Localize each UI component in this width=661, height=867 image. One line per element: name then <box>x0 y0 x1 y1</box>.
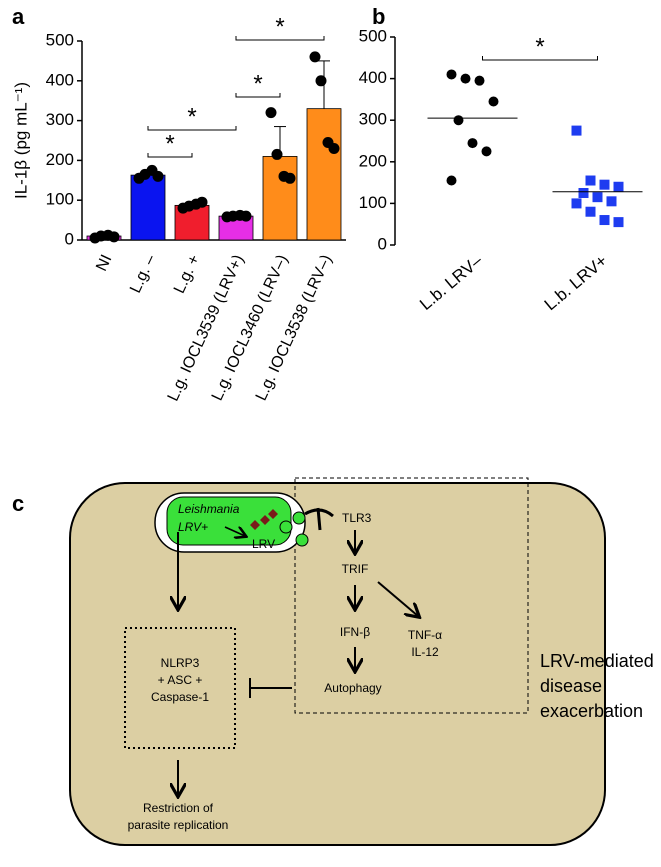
significance-bracket <box>147 153 193 158</box>
data-point <box>265 107 277 119</box>
y-tick-label: 0 <box>378 234 387 253</box>
data-point <box>585 206 596 217</box>
lrv-label: LRV <box>252 537 275 551</box>
data-point <box>460 73 471 84</box>
y-tick-label: 200 <box>46 150 74 169</box>
data-point <box>196 196 208 208</box>
data-point <box>474 75 485 86</box>
x-tick-label: L.b. LRV– <box>416 251 486 314</box>
data-point <box>481 146 492 157</box>
bar <box>130 174 166 241</box>
y-tick-label: 200 <box>359 151 387 170</box>
cytokine-label: TNF-α <box>408 628 442 642</box>
parasite-label: Leishmania <box>178 502 240 516</box>
data-point <box>599 215 610 226</box>
data-point <box>571 125 582 136</box>
data-point <box>284 172 296 184</box>
data-point <box>315 75 327 87</box>
data-point <box>571 198 582 209</box>
parasite-label: LRV+ <box>178 520 208 534</box>
bar <box>306 108 342 241</box>
y-tick-label: 100 <box>359 193 387 212</box>
data-point <box>467 138 478 149</box>
data-point <box>446 175 457 186</box>
lrv-vesicles <box>279 511 309 547</box>
diagram: Leishmania LRV+ LRV TLR3 TRIF IFN-β TNF-… <box>69 477 654 846</box>
y-tick-label: 500 <box>46 30 74 49</box>
data-point <box>592 192 603 203</box>
significance-bracket <box>235 36 325 41</box>
x-tick-label: L.b. LRV+ <box>541 251 611 314</box>
data-point <box>585 175 596 186</box>
panel-label: c <box>12 491 24 516</box>
data-point <box>240 210 252 222</box>
bar <box>262 156 298 241</box>
y-tick-label: 0 <box>65 229 74 248</box>
data-point <box>328 142 340 154</box>
cytokine-label: IL-12 <box>411 645 439 659</box>
outcome-label: Restriction of <box>143 801 214 815</box>
data-point <box>606 196 617 207</box>
side-note: LRV-mediated <box>540 651 654 671</box>
tlr3-label: TLR3 <box>342 511 372 525</box>
inflammasome-box <box>124 627 236 749</box>
y-tick-label: 500 <box>359 26 387 45</box>
significance-mark: * <box>187 103 196 130</box>
y-tick-label: 400 <box>46 70 74 89</box>
significance-mark: * <box>165 130 174 157</box>
data-point <box>613 217 624 228</box>
panel-label: b <box>372 4 385 29</box>
significance-mark: * <box>253 70 262 97</box>
data-point <box>613 181 624 192</box>
dashed-box <box>294 477 529 714</box>
lrv-particles <box>250 509 278 530</box>
panel-label: a <box>12 4 25 29</box>
y-tick-label: 100 <box>46 190 74 209</box>
data-point <box>108 231 120 243</box>
autophagy-label: Autophagy <box>324 681 381 695</box>
x-tick-label: L.g. + <box>171 252 204 296</box>
y-axis-label: IL-1β (pg mL⁻¹) <box>11 82 30 199</box>
ifnb-label: IFN-β <box>340 625 370 639</box>
data-point <box>446 69 457 80</box>
inflammasome-label: NLRP3 <box>161 656 200 670</box>
significance-bracket <box>235 93 281 98</box>
data-point <box>152 170 164 182</box>
significance-mark: * <box>275 13 284 40</box>
significance-mark: * <box>535 33 544 60</box>
data-point <box>488 96 499 107</box>
inflammasome-label: + ASC + <box>158 673 203 687</box>
y-tick-label: 300 <box>359 110 387 129</box>
y-tick-label: 400 <box>359 68 387 87</box>
data-point <box>453 115 464 126</box>
significance-bracket <box>147 126 237 131</box>
data-point <box>309 51 321 63</box>
inflammasome-label: Caspase-1 <box>151 690 209 704</box>
x-tick-label: NI <box>93 252 115 274</box>
inhibition <box>249 678 292 698</box>
parasite <box>166 496 292 546</box>
side-note: exacerbation <box>540 701 643 721</box>
data-point <box>271 148 283 160</box>
y-tick-label: 300 <box>46 110 74 129</box>
trif-label: TRIF <box>342 562 369 576</box>
cell <box>69 482 606 846</box>
significance-bracket <box>482 56 598 61</box>
outcome-label: parasite replication <box>128 818 229 832</box>
side-note: disease <box>540 676 602 696</box>
x-tick-label: L.g. – <box>127 252 159 296</box>
data-point <box>599 179 610 190</box>
data-point <box>578 188 589 198</box>
